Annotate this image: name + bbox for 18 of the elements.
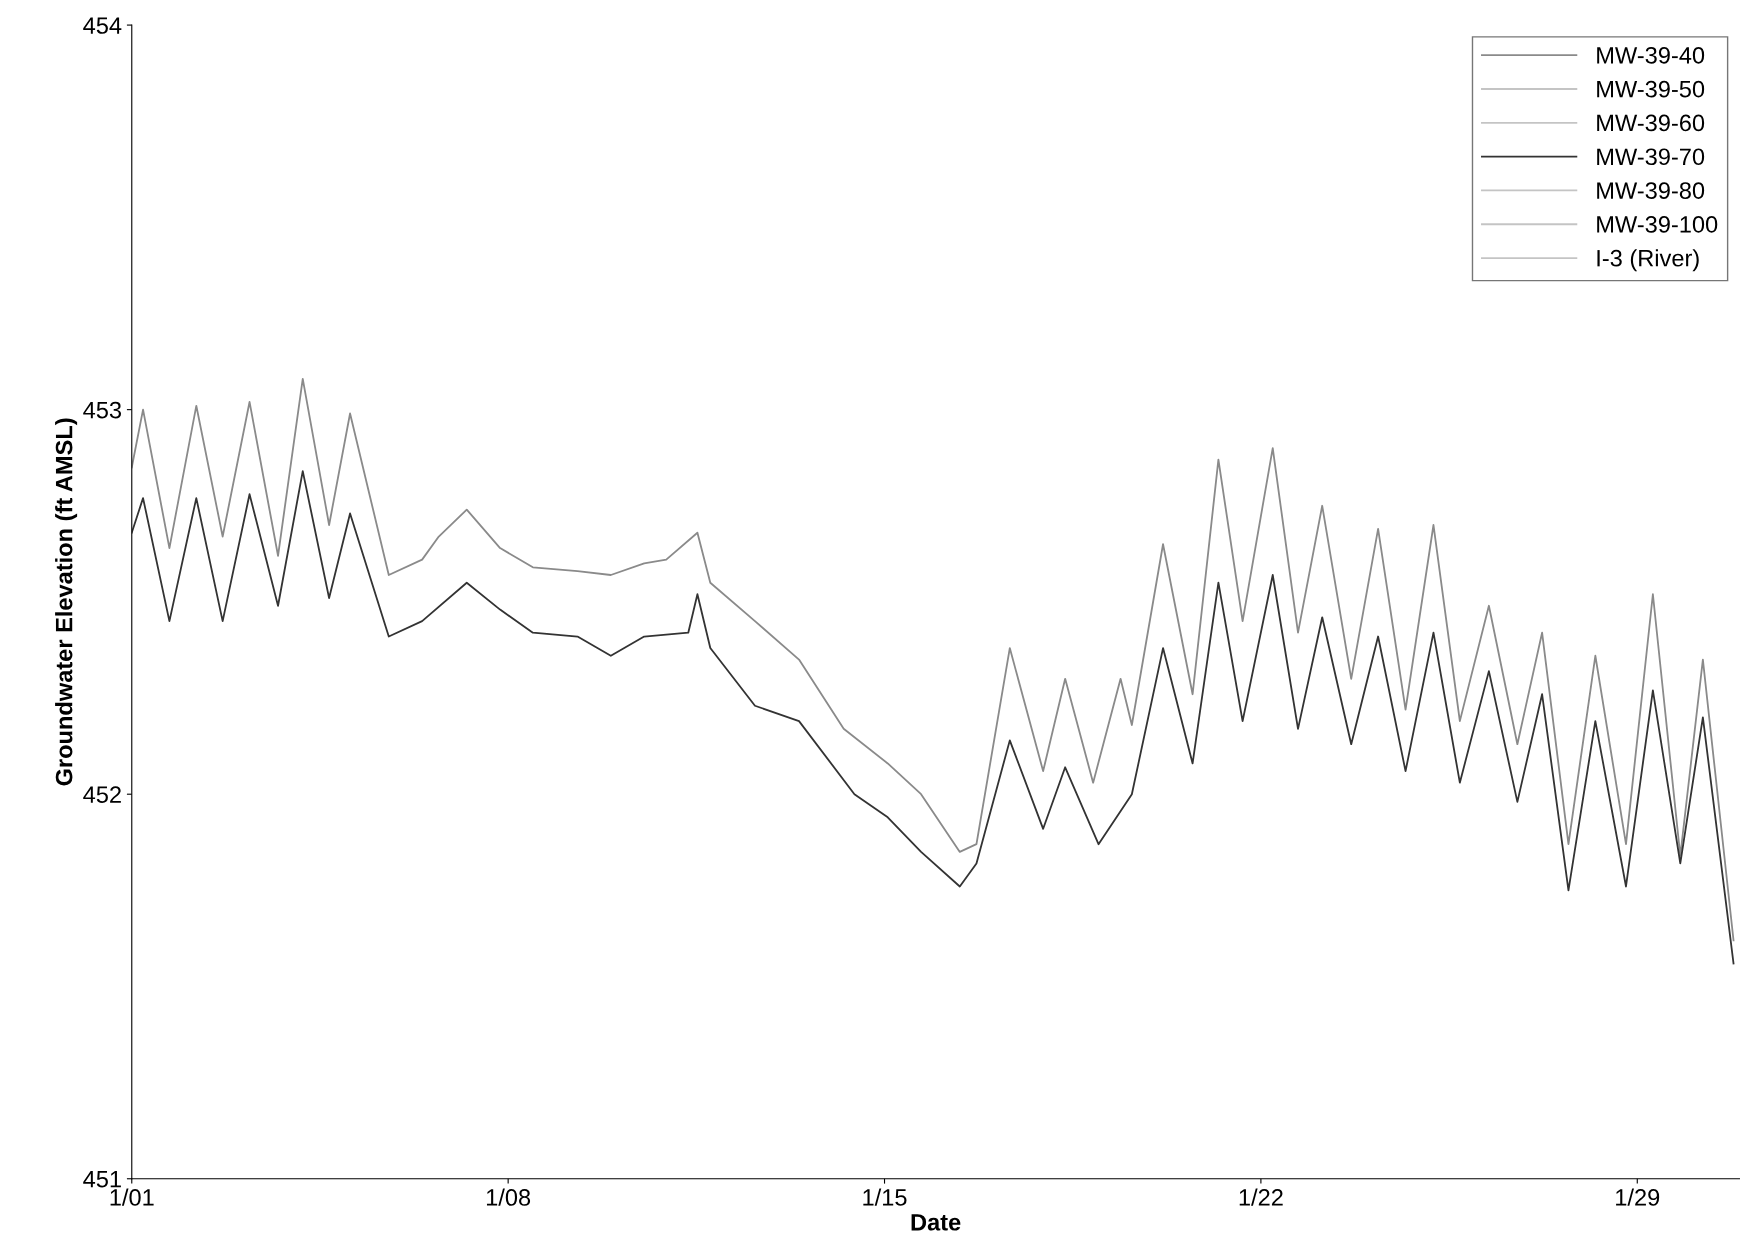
y-tick-label: 453 [83,401,122,419]
legend-label: MW-39-80 [1597,182,1705,199]
y-tick-label: 451 [83,1171,121,1188]
legend-label: MW-39-60 [1597,114,1705,132]
legend-label: MW-39-40 [1597,46,1705,64]
y-axis-title: Groundwater Elevation (ft AMSL) [55,418,78,786]
legend-label: MW-39-100 [1597,216,1718,233]
x-tick-label: 1/22 [1239,1188,1283,1206]
legend-label: I-3 (River) [1597,249,1699,272]
legend-label: MW-39-50 [1597,80,1705,98]
legend-label: MW-39-70 [1597,148,1705,166]
y-tick-label: 454 [83,17,122,34]
x-tick-label: 1/15 [863,1188,907,1206]
x-tick-label: 1/08 [486,1188,531,1206]
x-tick-label: 1/29 [1616,1188,1660,1206]
x-axis-title: Date [911,1214,961,1231]
y-tick-label: 452 [83,786,121,803]
x-tick-label: 1/01 [110,1188,154,1206]
